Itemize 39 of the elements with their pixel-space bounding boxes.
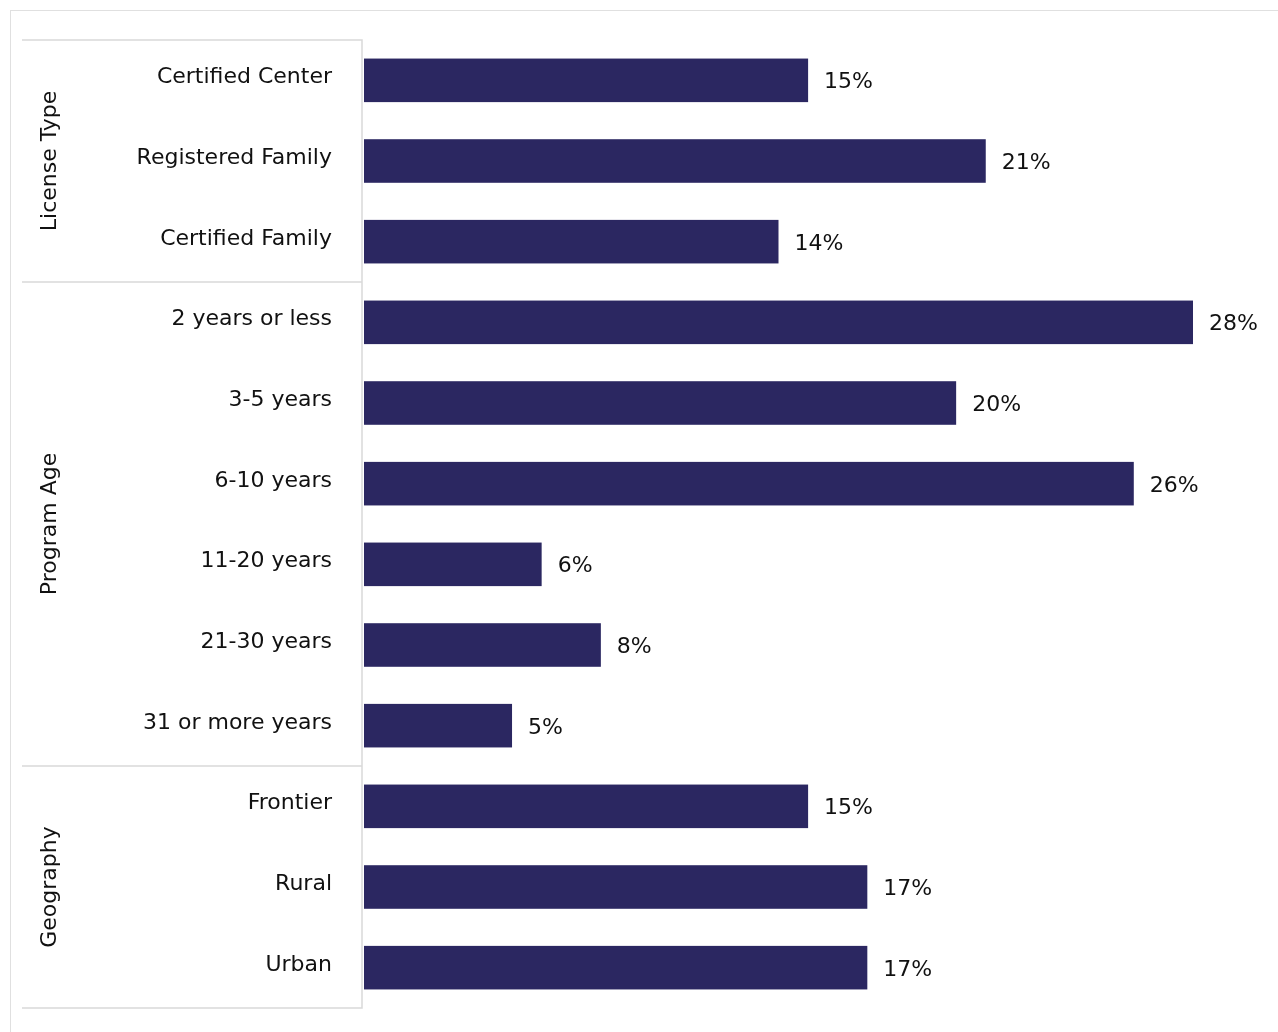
y-tick-label: Certified Family [160,224,332,250]
data-label: 20% [972,391,1022,416]
data-label: 14% [794,229,844,255]
text: Geography [36,826,61,948]
data-label: 5% [528,713,563,739]
y-tick-label: 3-5 years [228,386,332,411]
data-label: 8% [616,633,652,658]
data-label: 26% [1149,471,1199,497]
y-tick-label: Certified Center [156,63,333,89]
y-tick-label: Urban [265,950,332,976]
y-tick-label: Registered Family [136,144,332,169]
text: License Type [36,90,61,232]
y-tick-label: 6-10 years [214,466,332,492]
data-label: 28% [1209,310,1258,336]
bar [364,703,513,748]
y-tick-label: Frontier [247,789,333,815]
y-tick-label: Rural [275,870,332,895]
bar [364,139,986,183]
data-label: 17% [883,955,933,981]
text: Program Age [36,452,61,596]
bar [364,300,1193,345]
bar [364,219,779,264]
bar [364,945,868,990]
data-label: 15% [824,794,874,820]
y-tick-label: 31 or more years [142,708,332,734]
bar [364,865,868,909]
bar [364,784,809,829]
y-tick-label: 2 years or less [171,305,332,331]
data-label: 17% [883,875,933,900]
bar [364,623,601,667]
bar [364,381,957,425]
y-tick-label: 11-20 years [200,547,332,573]
bar [364,58,809,103]
data-label: 15% [824,68,874,94]
bar [364,461,1134,506]
y-tick-label: 21-30 years [200,628,332,653]
bar [364,542,542,587]
data-label: 6% [557,552,593,578]
data-label: 21% [1001,149,1051,174]
